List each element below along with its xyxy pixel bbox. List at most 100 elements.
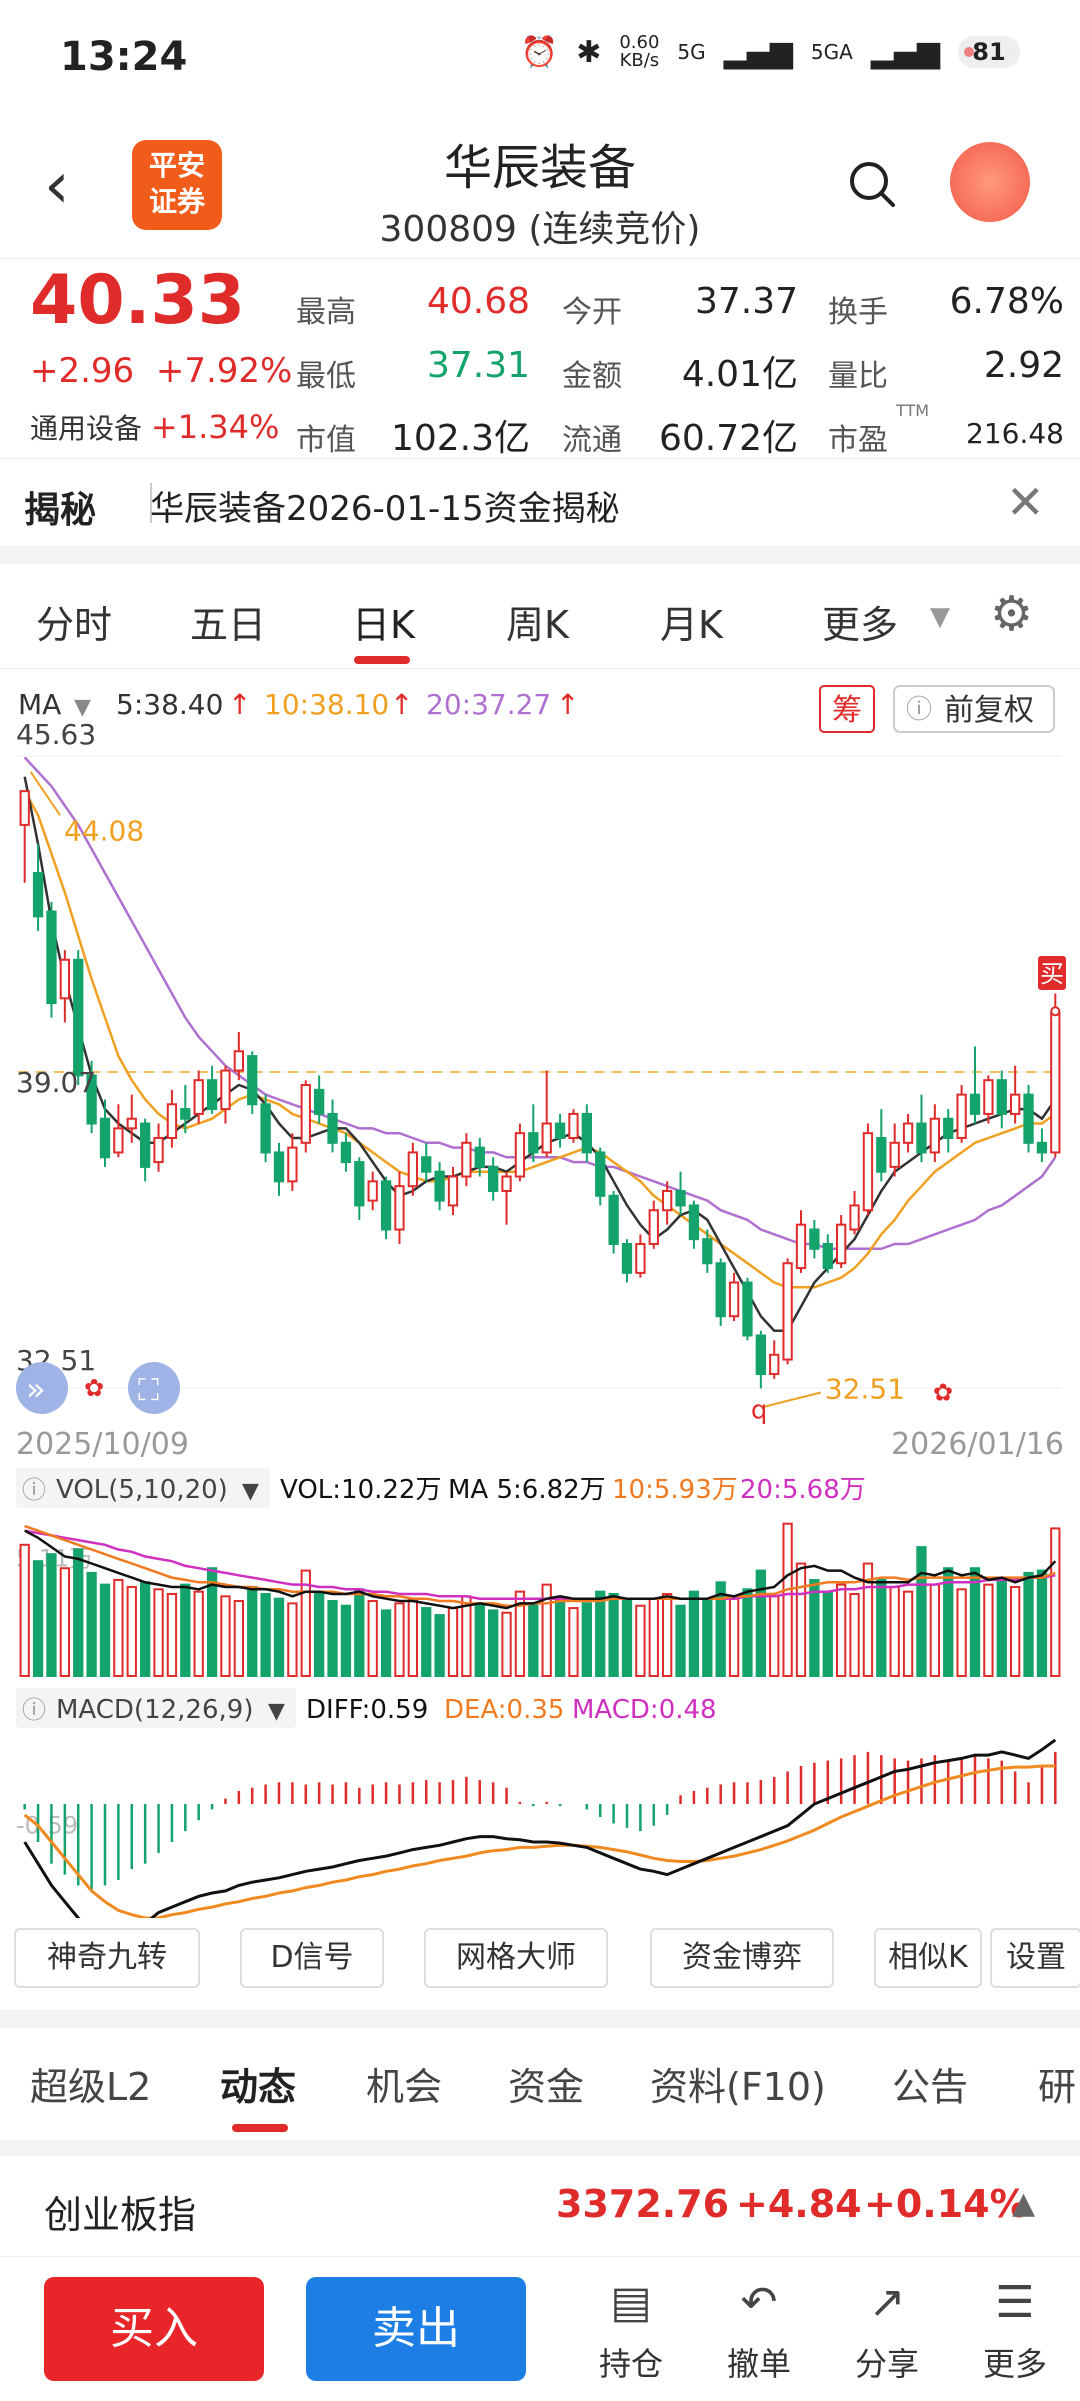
active-tab-indicator [354,656,410,664]
candle-body [314,1088,325,1115]
max-annotation: 44.08 [64,815,144,848]
candle [273,1142,285,1196]
candle [474,1137,485,1177]
chart-tab[interactable]: 分时 [36,603,113,647]
candle-body [528,1132,539,1154]
settings-gear-icon[interactable]: ⚙ [990,586,1034,642]
quote-label: 流通 [562,423,622,458]
dropdown-icon[interactable]: ▼ [930,602,950,632]
candle [956,1085,967,1143]
bluetooth-icon: ✱ [576,34,602,70]
volume-bar [862,1562,874,1677]
hold-button[interactable]: ▤ 持仓 [576,2275,686,2385]
candle [702,1229,713,1273]
volume-bar [314,1590,325,1678]
tool-button[interactable]: 相似K [874,1928,982,1988]
tool-button[interactable]: 网格大师 [424,1928,608,1988]
volume-bar [273,1597,285,1678]
info-tab[interactable]: 机会 [366,2065,443,2109]
search-icon[interactable] [848,160,896,208]
candle-body [367,1180,378,1202]
assistant-avatar[interactable] [950,142,1030,222]
info-tab[interactable]: 超级L2 [30,2065,152,2109]
index-ticker[interactable]: 创业板指 3372.76 +4.84 +0.14% ▲ [0,2156,1080,2256]
candle-body [876,1136,887,1173]
candle-body [836,1223,847,1265]
expand-panel-button[interactable] [16,1362,68,1414]
share-button[interactable]: ↗ 分享 [832,2275,942,2385]
chip-button[interactable] [819,685,875,733]
candle [715,1258,726,1326]
candle [608,1190,619,1254]
volume-bar [755,1569,766,1677]
candle-body [675,1189,686,1207]
candle-body [635,1242,646,1274]
candle-body [86,1074,97,1125]
adjust-button-label: 前复权 [944,693,1034,728]
volume-bar [595,1590,606,1678]
info-tab[interactable]: 资料(F10) [650,2065,826,2109]
more-button[interactable]: ☰ 更多 [960,2275,1070,2385]
chart-tab[interactable]: 日K [352,603,415,647]
info-tab[interactable]: 资金 [508,2065,585,2109]
cancel-order-button[interactable]: ↶ 撤单 [704,2275,814,2385]
macd-indicator-button[interactable] [16,1688,296,1728]
date-start: 2025/10/09 [16,1427,189,1462]
buy-button[interactable]: 买入 [44,2277,264,2381]
chart-tab[interactable]: 月K [660,603,723,647]
info-tab[interactable]: 研 [1038,2065,1077,2109]
candle [394,1171,405,1244]
candle-body [728,1281,740,1318]
volume-bar [126,1585,137,1678]
tool-button[interactable]: 神奇九转 [14,1928,200,1988]
candle [86,1060,97,1134]
tool-button[interactable]: 资金博弈 [650,1928,834,1988]
candle [876,1109,887,1182]
back-button[interactable]: ‹ [44,149,70,223]
candle-body [32,872,44,918]
volume-bar [514,1590,526,1678]
adjust-button[interactable] [893,685,1055,733]
vol-ma5: MA 5:6.82万 [448,1475,606,1505]
candle [166,1089,178,1148]
candle-body [769,1353,780,1376]
ma-up-arrow-icon: ↑ [228,688,251,721]
candle [635,1234,646,1278]
chart-tab[interactable]: 周K [506,603,569,647]
vol-indicator-button[interactable] [16,1468,270,1508]
sell-button[interactable]: 卖出 [306,2277,526,2381]
info-tab[interactable]: 公告 [892,2065,969,2109]
close-icon[interactable]: ✕ [1006,475,1045,529]
fullscreen-button[interactable] [128,1362,180,1414]
sector-info[interactable]: 通用设备 +1.34% [30,407,279,447]
tool-button[interactable]: D信号 [240,1928,384,1988]
dea-line [23,1764,1056,1918]
stock-name: 华辰装备 [443,140,636,196]
volume-bar [99,1583,111,1678]
expand-up-icon[interactable]: ▲ [1012,2186,1036,2221]
candle-body [969,1093,981,1115]
candle [916,1094,927,1163]
quote-value: 60.72亿 [658,418,798,459]
candle [247,1051,258,1114]
candle [769,1340,780,1379]
candle [206,1065,218,1114]
ma-dropdown-icon[interactable]: ▼ [74,695,91,720]
candle [688,1200,700,1249]
volume-bar [715,1581,726,1677]
candle-body [849,1204,860,1231]
candle [595,1147,606,1206]
chart-tab[interactable]: 五日 [190,603,267,647]
active-tab-indicator [232,2124,288,2132]
candle-body [99,1117,111,1159]
chart-tab[interactable]: 更多 [822,603,899,647]
kline-chart[interactable]: MA ▼ 5:38.40 10:38.10 20:37.27↑ ↑ ↑ 筹 ⓘ 前复权45.633… [0,668,1080,1918]
tool-button[interactable]: 设置 [990,1928,1080,1988]
candle [795,1210,807,1273]
info-tab[interactable]: 动态 [220,2065,297,2109]
candle-body [809,1228,820,1250]
candle [929,1104,940,1163]
candle-body [943,1117,954,1139]
volume-bar [488,1609,499,1678]
reveal-banner[interactable]: 揭秘 华辰装备2026-01-15资金揭秘 ✕ [0,458,1080,547]
